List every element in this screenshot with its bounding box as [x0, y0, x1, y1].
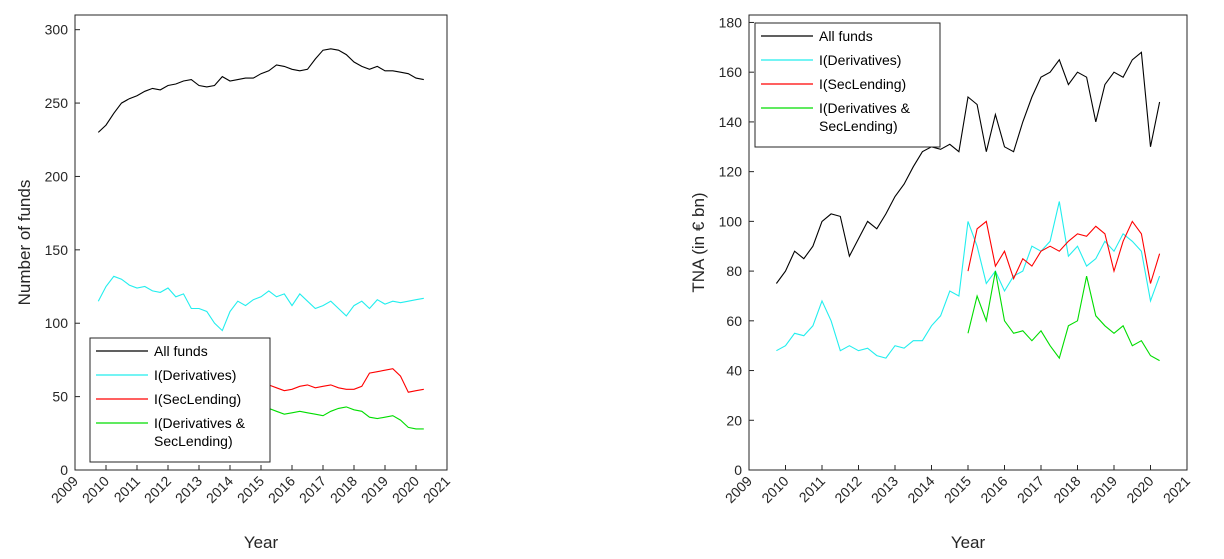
y-tick-label: 40	[726, 363, 742, 379]
legend-label-line: SecLending)	[819, 118, 898, 134]
legend-label: I(Derivatives & SecLending)	[154, 415, 246, 449]
legend-label-line: SecLending)	[154, 433, 233, 449]
series-line	[97, 48, 424, 133]
legend-box	[754, 22, 941, 148]
y-tick-label: 50	[52, 389, 68, 405]
x-tick-label: 2020	[389, 473, 422, 506]
series-line	[260, 368, 424, 393]
y-tick-label: 20	[726, 412, 742, 428]
series-line	[967, 220, 1161, 284]
x-tick-label: 2012	[141, 473, 174, 506]
x-tick-label: 2011	[111, 473, 144, 506]
legend-box	[89, 337, 271, 463]
x-tick-label: 2016	[977, 473, 1010, 506]
y-tick-label: 120	[719, 164, 743, 180]
y-tick-label: 250	[45, 95, 69, 111]
series-line	[97, 275, 424, 332]
x-tick-label: 2017	[1014, 473, 1047, 506]
x-tick-label: 2013	[172, 473, 205, 506]
y-tick-label: 180	[719, 14, 743, 30]
legend-label: All funds	[819, 28, 873, 44]
y-tick-label: 0	[60, 462, 68, 478]
series-line	[775, 51, 1161, 284]
legend-label-line: I(Derivatives &	[154, 415, 246, 431]
legend-label-line: I(Derivatives &	[819, 100, 911, 116]
x-tick-label: 2009	[722, 473, 755, 506]
x-tick-label: 2014	[203, 473, 236, 506]
x-tick-label: 2009	[48, 473, 81, 506]
x-tick-label: 2015	[234, 473, 267, 506]
y-tick-label: 200	[45, 168, 69, 184]
x-tick-label: 2014	[904, 473, 937, 506]
legend-label: I(SecLending)	[819, 76, 906, 92]
legend-label: I(Derivatives)	[154, 367, 236, 383]
y-tick-label: 140	[719, 114, 743, 130]
y-axis-label: TNA (in € bn)	[689, 192, 708, 292]
x-tick-label: 2013	[868, 473, 901, 506]
x-tick-label: 2021	[1160, 473, 1193, 506]
x-tick-label: 2016	[265, 473, 298, 506]
y-tick-label: 100	[45, 315, 69, 331]
y-tick-label: 100	[719, 213, 743, 229]
x-tick-label: 2018	[327, 473, 360, 506]
x-tick-label: 2011	[796, 473, 829, 506]
x-tick-label: 2019	[1087, 473, 1120, 506]
x-tick-label: 2012	[831, 473, 864, 506]
y-tick-label: 0	[734, 462, 742, 478]
series-line	[967, 271, 1160, 362]
x-tick-label: 2019	[358, 473, 391, 506]
legend-label: I(Derivatives & SecLending)	[819, 100, 911, 134]
legend-label: All funds	[154, 343, 208, 359]
y-tick-label: 60	[726, 313, 742, 329]
y-tick-label: 150	[45, 242, 69, 258]
x-tick-label: 2020	[1123, 473, 1156, 506]
x-axis-label: Year	[244, 533, 279, 552]
series-line	[260, 406, 424, 430]
y-axis-label: Number of funds	[15, 180, 34, 306]
x-tick-label: 2021	[420, 473, 453, 506]
y-tick-label: 300	[45, 22, 69, 38]
x-tick-label: 2015	[941, 473, 974, 506]
y-tick-label: 160	[719, 64, 743, 80]
x-tick-label: 2018	[1050, 473, 1083, 506]
y-tick-label: 80	[726, 263, 742, 279]
series-line	[776, 201, 1161, 359]
x-axis-label: Year	[951, 533, 986, 552]
legend-label: I(Derivatives)	[819, 52, 901, 68]
x-tick-label: 2010	[758, 473, 791, 506]
x-tick-label: 2010	[79, 473, 112, 506]
x-tick-label: 2017	[296, 473, 329, 506]
legend-label: I(SecLending)	[154, 391, 241, 407]
